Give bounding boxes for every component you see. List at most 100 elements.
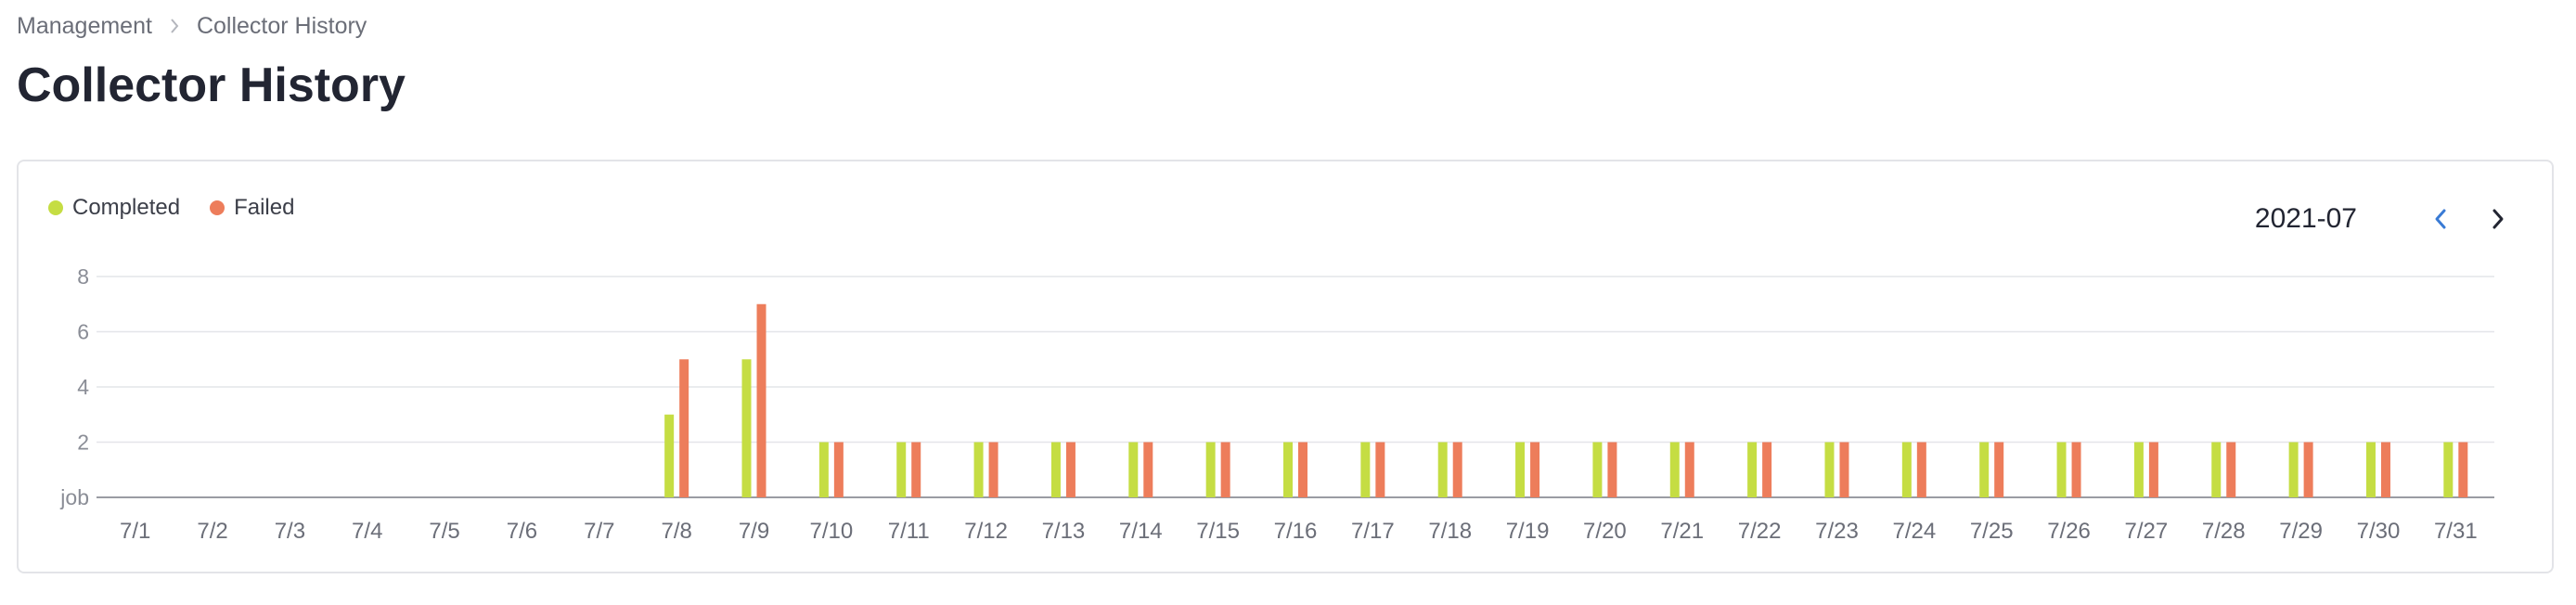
legend-item-failed[interactable]: Failed bbox=[210, 195, 294, 221]
bar-completed-7-28[interactable] bbox=[2211, 442, 2222, 498]
x-tick-label: 7/25 bbox=[1970, 519, 2014, 544]
chevron-right-icon bbox=[169, 18, 180, 34]
legend-label-completed: Completed bbox=[72, 195, 181, 220]
x-tick-label: 7/12 bbox=[964, 519, 1008, 544]
bar-failed-7-11[interactable] bbox=[911, 442, 921, 498]
bar-failed-7-27[interactable] bbox=[2148, 442, 2158, 498]
bar-failed-7-13[interactable] bbox=[1065, 442, 1075, 498]
bar-completed-7-23[interactable] bbox=[1824, 442, 1835, 498]
legend-label-failed: Failed bbox=[234, 195, 295, 220]
bar-completed-7-17[interactable] bbox=[1360, 442, 1371, 498]
x-tick-label: 7/29 bbox=[2279, 519, 2323, 544]
legend-dot-completed bbox=[48, 200, 63, 215]
x-tick-label: 7/23 bbox=[1815, 519, 1859, 544]
bar-failed-7-18[interactable] bbox=[1452, 442, 1462, 498]
bar-completed-7-14[interactable] bbox=[1128, 442, 1139, 498]
bar-completed-7-29[interactable] bbox=[2288, 442, 2299, 498]
x-tick-label: 7/8 bbox=[661, 519, 691, 544]
y-tick-label: 8 bbox=[77, 264, 89, 289]
bar-failed-7-22[interactable] bbox=[1762, 442, 1772, 498]
bar-failed-7-19[interactable] bbox=[1530, 442, 1540, 498]
x-tick-label: 7/1 bbox=[120, 519, 150, 544]
bar-failed-7-16[interactable] bbox=[1298, 442, 1307, 498]
x-tick-label: 7/22 bbox=[1738, 519, 1782, 544]
bar-failed-7-10[interactable] bbox=[833, 442, 844, 498]
prev-month-button[interactable] bbox=[2424, 202, 2457, 236]
x-tick-label: 7/3 bbox=[275, 519, 305, 544]
x-tick-label: 7/18 bbox=[1428, 519, 1472, 544]
bar-failed-7-9[interactable] bbox=[756, 303, 766, 497]
bar-completed-7-26[interactable] bbox=[2056, 442, 2067, 498]
bar-failed-7-25[interactable] bbox=[1994, 442, 2004, 498]
bar-failed-7-29[interactable] bbox=[2303, 442, 2313, 498]
x-tick-label: 7/13 bbox=[1042, 519, 1086, 544]
bar-completed-7-21[interactable] bbox=[1669, 442, 1680, 498]
bar-failed-7-31[interactable] bbox=[2458, 442, 2468, 498]
x-tick-label: 7/11 bbox=[888, 519, 930, 544]
x-tick-label: 7/4 bbox=[352, 519, 382, 544]
bar-failed-7-26[interactable] bbox=[2071, 442, 2081, 498]
chevron-right-icon bbox=[2492, 209, 2504, 229]
y-tick-label: 2 bbox=[77, 431, 89, 455]
x-tick-label: 7/20 bbox=[1583, 519, 1627, 544]
bar-failed-7-23[interactable] bbox=[1839, 442, 1849, 498]
bar-failed-7-12[interactable] bbox=[988, 442, 998, 498]
chevron-left-icon bbox=[2435, 209, 2446, 229]
x-tick-label: 7/27 bbox=[2125, 519, 2169, 544]
bar-completed-7-10[interactable] bbox=[818, 442, 829, 498]
x-tick-label: 7/28 bbox=[2202, 519, 2246, 544]
legend-item-completed[interactable]: Completed bbox=[48, 195, 180, 221]
bar-completed-7-11[interactable] bbox=[896, 442, 907, 498]
chart-legend: Completed Failed bbox=[48, 195, 324, 221]
x-tick-label: 7/19 bbox=[1506, 519, 1550, 544]
bar-completed-7-19[interactable] bbox=[1515, 442, 1526, 498]
x-tick-label: 7/21 bbox=[1660, 519, 1704, 544]
bar-failed-7-21[interactable] bbox=[1684, 442, 1694, 498]
bar-failed-7-24[interactable] bbox=[1916, 442, 1926, 498]
bar-failed-7-14[interactable] bbox=[1143, 442, 1153, 498]
bar-failed-7-20[interactable] bbox=[1607, 442, 1617, 498]
y-tick-label: 4 bbox=[77, 375, 89, 399]
breadcrumb: Management Collector History bbox=[17, 9, 367, 43]
bar-completed-7-31[interactable] bbox=[2443, 442, 2454, 498]
bar-completed-7-18[interactable] bbox=[1437, 442, 1448, 498]
bar-completed-7-24[interactable] bbox=[1901, 442, 1912, 498]
x-tick-label: 7/26 bbox=[2047, 519, 2091, 544]
x-tick-label: 7/24 bbox=[1892, 519, 1936, 544]
bar-failed-7-30[interactable] bbox=[2380, 442, 2390, 498]
bar-failed-7-8[interactable] bbox=[679, 359, 689, 497]
history-chart-card: job 2 4 6 8 7/1 7/2 7/3 7/4 7/5 7/6 7/7 7/8 7/9 7/10 7… bbox=[17, 160, 2554, 573]
next-month-button[interactable] bbox=[2481, 202, 2515, 236]
x-tick-label: 7/15 bbox=[1196, 519, 1240, 544]
bar-completed-7-15[interactable] bbox=[1205, 442, 1216, 498]
bar-completed-7-27[interactable] bbox=[2133, 442, 2144, 498]
x-tick-label: 7/2 bbox=[197, 519, 227, 544]
y-tick-label: job bbox=[59, 485, 89, 509]
bar-completed-7-8[interactable] bbox=[664, 414, 675, 497]
x-tick-label: 7/17 bbox=[1351, 519, 1395, 544]
x-tick-label: 7/31 bbox=[2434, 519, 2478, 544]
x-tick-label: 7/14 bbox=[1119, 519, 1163, 544]
bar-failed-7-15[interactable] bbox=[1220, 442, 1230, 498]
bar-completed-7-16[interactable] bbox=[1283, 442, 1293, 498]
bar-completed-7-30[interactable] bbox=[2365, 442, 2376, 498]
x-tick-label: 7/6 bbox=[507, 519, 537, 544]
x-tick-labels: 7/1 7/2 7/3 7/4 7/5 7/6 7/7 7/8 7/9 7/10 7/11 7/12 7… bbox=[120, 519, 2478, 544]
bar-completed-7-20[interactable] bbox=[1592, 442, 1603, 498]
bar-completed-7-12[interactable] bbox=[973, 442, 984, 498]
y-tick-label: 6 bbox=[77, 320, 89, 344]
x-tick-label: 7/5 bbox=[429, 519, 459, 544]
bar-completed-7-22[interactable] bbox=[1747, 442, 1758, 498]
bar-completed-7-13[interactable] bbox=[1050, 442, 1061, 498]
x-tick-label: 7/9 bbox=[739, 519, 769, 544]
breadcrumb-item-management[interactable]: Management bbox=[17, 12, 152, 39]
bar-completed-7-9[interactable] bbox=[741, 359, 752, 497]
month-navigator: 2021-07 bbox=[2255, 202, 2515, 236]
bar-failed-7-28[interactable] bbox=[2226, 442, 2236, 498]
x-tick-label: 7/7 bbox=[584, 519, 614, 544]
bar-failed-7-17[interactable] bbox=[1375, 442, 1385, 498]
x-tick-label: 7/30 bbox=[2357, 519, 2401, 544]
page-title: Collector History bbox=[17, 58, 406, 112]
bar-completed-7-25[interactable] bbox=[1979, 442, 1990, 498]
